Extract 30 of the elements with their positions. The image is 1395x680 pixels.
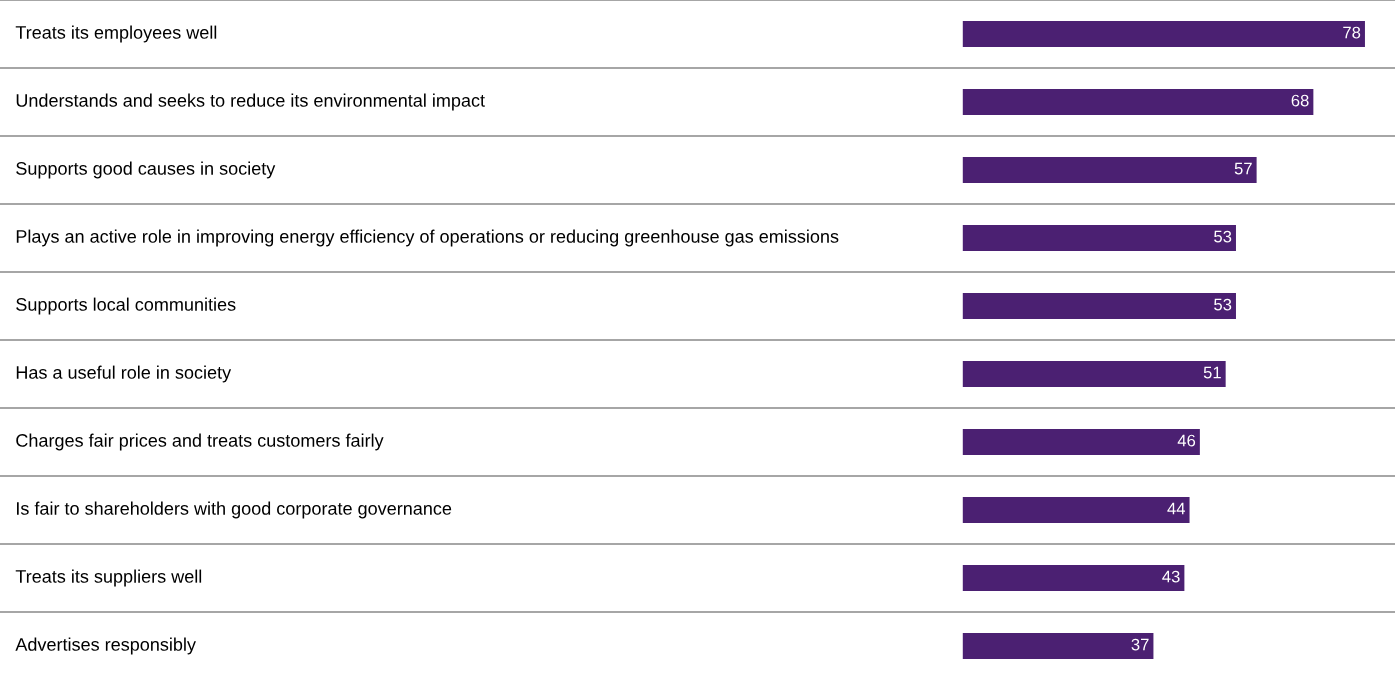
y-tick-label: Is fair to shareholders with good corporate governance	[17, 501, 452, 519]
data-label: 68	[1291, 94, 1309, 107]
bar	[962, 497, 1190, 523]
data-label: 57	[1234, 162, 1252, 175]
y-tick-label: Charges fair prices and treats customers fairly	[16, 433, 384, 451]
y-tick-label: Plays an active role in improving energy efficiency of operations or reducing greenhouse gas emissions	[16, 229, 839, 247]
bar	[962, 157, 1257, 183]
data-label: 53	[1214, 230, 1232, 243]
data-label: 78	[1343, 26, 1361, 39]
data-label: 46	[1177, 434, 1196, 447]
y-tick-label: Supports local communities	[16, 297, 236, 315]
y-tick-label: Treats its employees well	[15, 25, 217, 43]
bar	[962, 565, 1185, 591]
y-tick-label: Advertises responsibly	[15, 637, 196, 655]
bar	[962, 361, 1226, 387]
data-label: 43	[1162, 570, 1180, 583]
bar	[962, 89, 1314, 115]
data-label: 53	[1214, 298, 1232, 311]
bar	[962, 429, 1200, 455]
y-tick-label: Supports good causes in society	[16, 161, 276, 179]
data-label: 37	[1131, 638, 1149, 651]
y-tick-label: Treats its suppliers well	[15, 569, 202, 587]
data-label: 44	[1167, 502, 1186, 515]
data-label: 51	[1203, 366, 1221, 379]
bar	[962, 633, 1154, 659]
bar	[962, 21, 1365, 47]
y-tick-label: Has a useful role in society	[16, 365, 232, 383]
bar	[962, 225, 1236, 251]
y-tick-label: Understands and seeks to reduce its environmental impact	[16, 93, 485, 111]
bar	[962, 293, 1236, 319]
